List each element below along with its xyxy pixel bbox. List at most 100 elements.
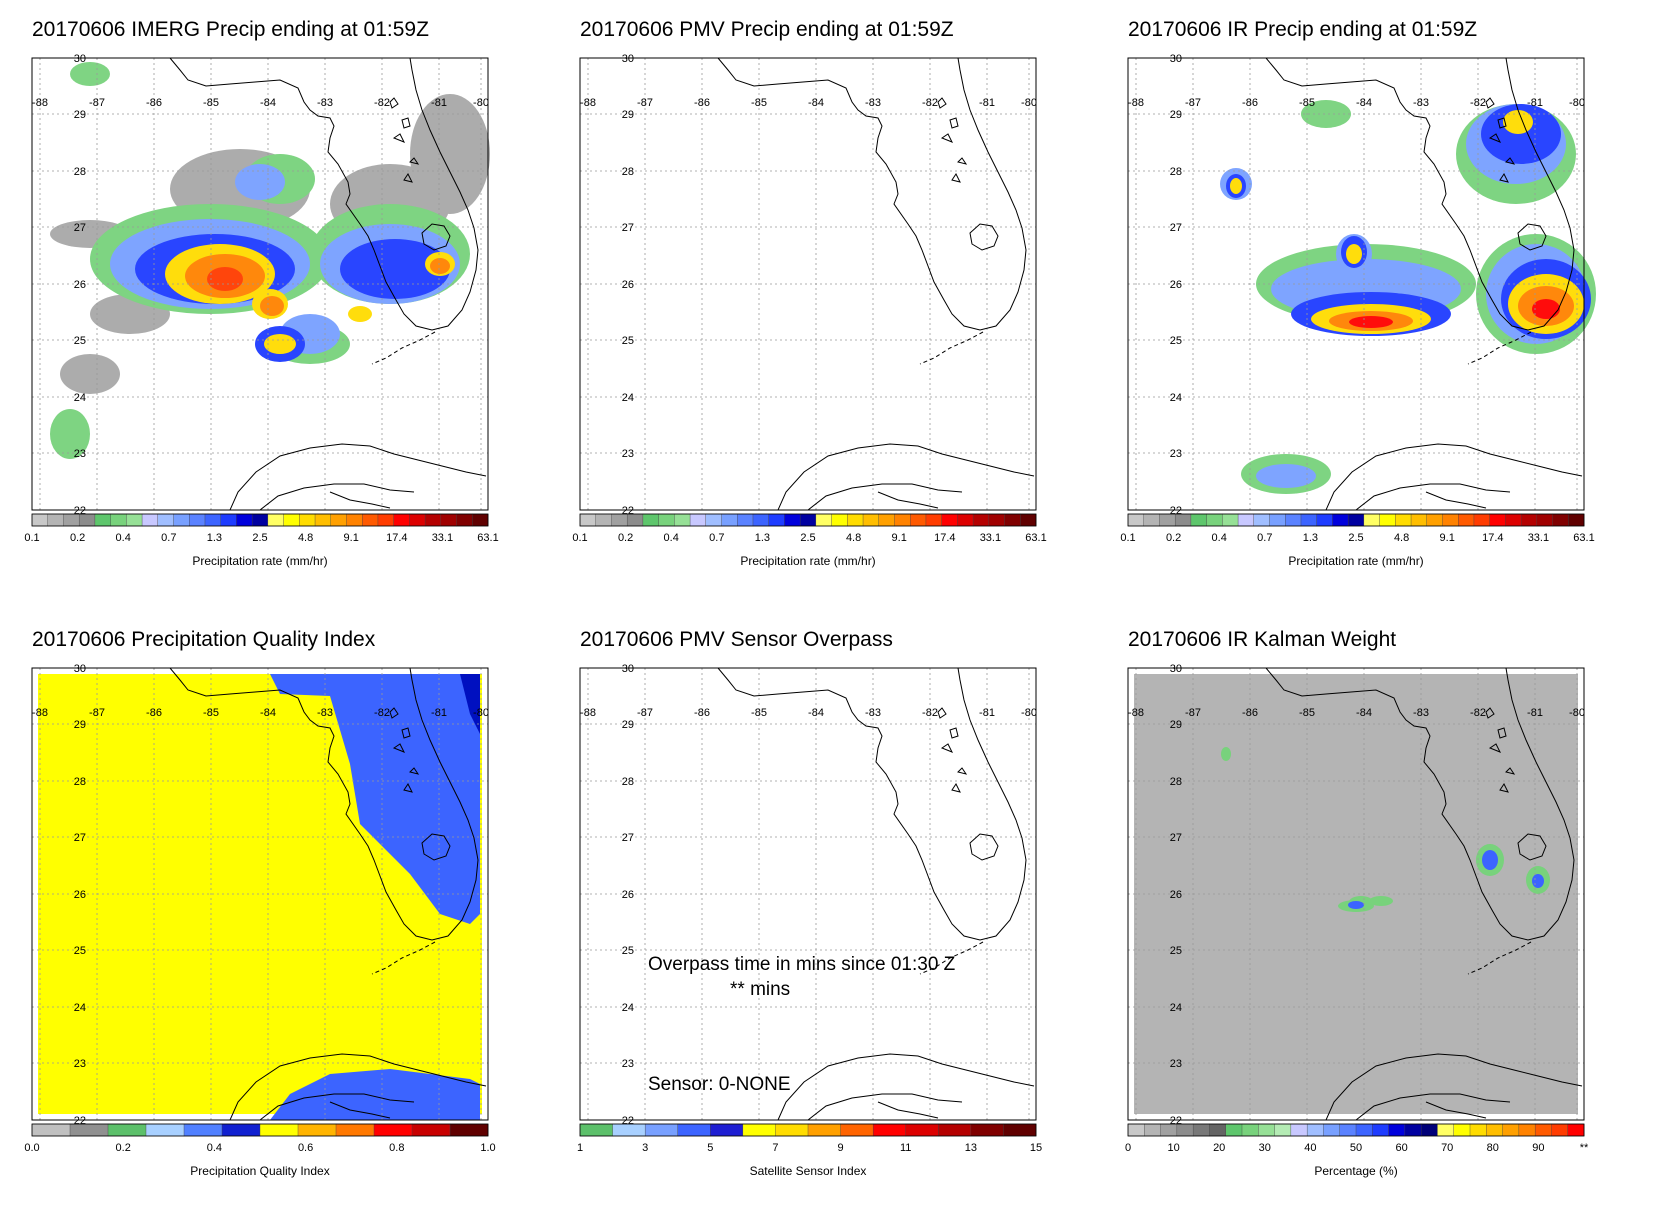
lake-okeechobee xyxy=(1517,223,1547,251)
colorbar-segment xyxy=(1355,1123,1373,1137)
lat-label: 28 xyxy=(1170,166,1182,178)
colorbar-tick-label: 0.1 xyxy=(1120,532,1135,544)
florida-keys xyxy=(1467,331,1532,365)
florida-keys xyxy=(919,331,984,365)
colorbar-tick-label: 60 xyxy=(1395,1142,1407,1154)
colorbar-segment xyxy=(1518,1123,1536,1137)
florida-keys xyxy=(371,941,436,975)
map-grid xyxy=(32,667,488,1121)
panel-quality-index: 20170606 Precipitation Quality Index -88… xyxy=(24,624,550,1224)
colorbar-tick-label: 1.3 xyxy=(207,532,222,544)
colorbar-segment xyxy=(1143,513,1160,527)
coastlines xyxy=(169,57,487,511)
coastlines xyxy=(717,667,1035,1121)
colorbar-segment xyxy=(1534,1123,1552,1137)
colorbar-segment xyxy=(840,1123,874,1137)
lon-label: -86 xyxy=(1242,97,1258,109)
precip-cell xyxy=(1301,100,1351,128)
colorbar: 1 3 5 7 9 11 13 15 xyxy=(577,1123,1042,1154)
lon-label: -81 xyxy=(1527,97,1543,109)
colorbar-tick-label: 11 xyxy=(900,1142,911,1154)
precip-cell xyxy=(70,62,110,86)
florida-keys xyxy=(371,331,436,365)
colorbar-segment xyxy=(595,513,612,527)
colorbar-segment xyxy=(612,1123,646,1137)
colorbar: 0.1 0.2 0.4 0.7 1.3 2.5 4.8 9.1 17.4 33.1 63.1 xyxy=(1120,513,1595,544)
colorbar-tick-label: 3 xyxy=(642,1142,648,1154)
island xyxy=(940,133,954,143)
colorbar-tick-label: 9.1 xyxy=(1440,532,1455,544)
colorbar-tick-label: 2.5 xyxy=(800,532,815,544)
lon-label: -88 xyxy=(32,97,48,109)
lat-label: 27 xyxy=(622,832,634,844)
colorbar-segment xyxy=(1379,513,1396,527)
colorbar-label: Precipitation Quality Index xyxy=(190,1164,330,1178)
colorbar-tick-label: 33.1 xyxy=(1528,532,1549,544)
colorbar-segment xyxy=(1127,513,1145,527)
lon-label: -84 xyxy=(808,707,824,719)
island xyxy=(389,707,399,719)
colorbar-segment xyxy=(1222,513,1239,527)
kalman-gray-region xyxy=(1134,674,1578,1114)
colorbar-tick-label: 90 xyxy=(1532,1142,1544,1154)
colorbar-segment xyxy=(157,513,175,527)
island xyxy=(940,743,954,753)
colorbar-segment xyxy=(644,1123,679,1137)
colorbar-segment xyxy=(69,1123,109,1137)
colorbar-segment xyxy=(775,1123,809,1137)
lake-okeechobee xyxy=(421,833,451,861)
lat-label: 27 xyxy=(622,222,634,234)
colorbar-segment xyxy=(1209,1123,1227,1137)
island xyxy=(1488,743,1502,753)
colorbar-tick-label: 0.2 xyxy=(1166,532,1181,544)
colorbar-segment xyxy=(705,513,723,527)
island xyxy=(403,783,413,793)
colorbar-segment xyxy=(31,513,49,527)
colorbar: 0.0 0.2 0.4 0.6 0.8 1.0 xyxy=(24,1123,496,1154)
island xyxy=(392,743,406,753)
colorbar-segment xyxy=(1437,1123,1455,1137)
colorbar-segment xyxy=(183,1123,223,1137)
precip-cell xyxy=(410,94,490,214)
colorbar-segment xyxy=(674,513,691,527)
colorbar-label: Precipitation rate (mm/hr) xyxy=(192,554,328,568)
island xyxy=(1497,727,1507,739)
lat-label: 27 xyxy=(1170,222,1182,234)
colorbar-label: Percentage (%) xyxy=(1314,1164,1398,1178)
lon-label: -82 xyxy=(922,707,938,719)
lon-label: -80 xyxy=(1021,97,1037,109)
colorbar-segment xyxy=(1176,1123,1194,1137)
colorbar-label: Precipitation rate (mm/hr) xyxy=(1288,554,1424,568)
kalman-field xyxy=(1134,674,1578,1114)
colorbar-segment xyxy=(1388,1123,1406,1137)
overpass-time-text: Overpass time in mins since 01:30 Z xyxy=(648,954,956,975)
map-sensor: -88 -87 -86 -85 -84 -83 -82 -81 -80 30 29 28 27 26 25 2… xyxy=(577,663,1042,1154)
panel-kalman-weight: 20170606 IR Kalman Weight -88 -87 -86 -85 -8… xyxy=(1125,624,1646,1224)
colorbar-tick-label: 20 xyxy=(1213,1142,1225,1154)
precip-cell xyxy=(430,258,450,274)
colorbar-tick-label: 9.1 xyxy=(892,532,907,544)
lake-okeechobee xyxy=(1517,833,1547,861)
colorbar-segment xyxy=(1489,513,1506,527)
lon-label: -86 xyxy=(694,707,710,719)
map-grid xyxy=(580,667,1036,1121)
pqi-darkblue-region xyxy=(460,674,480,734)
precip-cell xyxy=(60,354,120,394)
florida-coastline xyxy=(717,667,1027,941)
colorbar-segment xyxy=(1316,513,1333,527)
lat-label: 28 xyxy=(622,166,634,178)
colorbar-tick-label: ** xyxy=(1580,1142,1589,1154)
colorbar-segment xyxy=(894,513,911,527)
colorbar-segment xyxy=(742,1123,776,1137)
colorbar-tick-label: 10 xyxy=(1167,1142,1179,1154)
colorbar-segment xyxy=(1469,1123,1487,1137)
colorbar-segment xyxy=(1225,1123,1243,1137)
colorbar-frame xyxy=(31,1123,489,1137)
colorbar-tick-label: 4.8 xyxy=(298,532,313,544)
lon-label: -88 xyxy=(32,707,48,719)
colorbar-segment xyxy=(1300,513,1318,527)
colorbar-segment xyxy=(1426,513,1443,527)
cuba-coastline xyxy=(777,443,1035,511)
colorbar-segment xyxy=(925,513,943,527)
lat-label: 28 xyxy=(1170,776,1182,788)
